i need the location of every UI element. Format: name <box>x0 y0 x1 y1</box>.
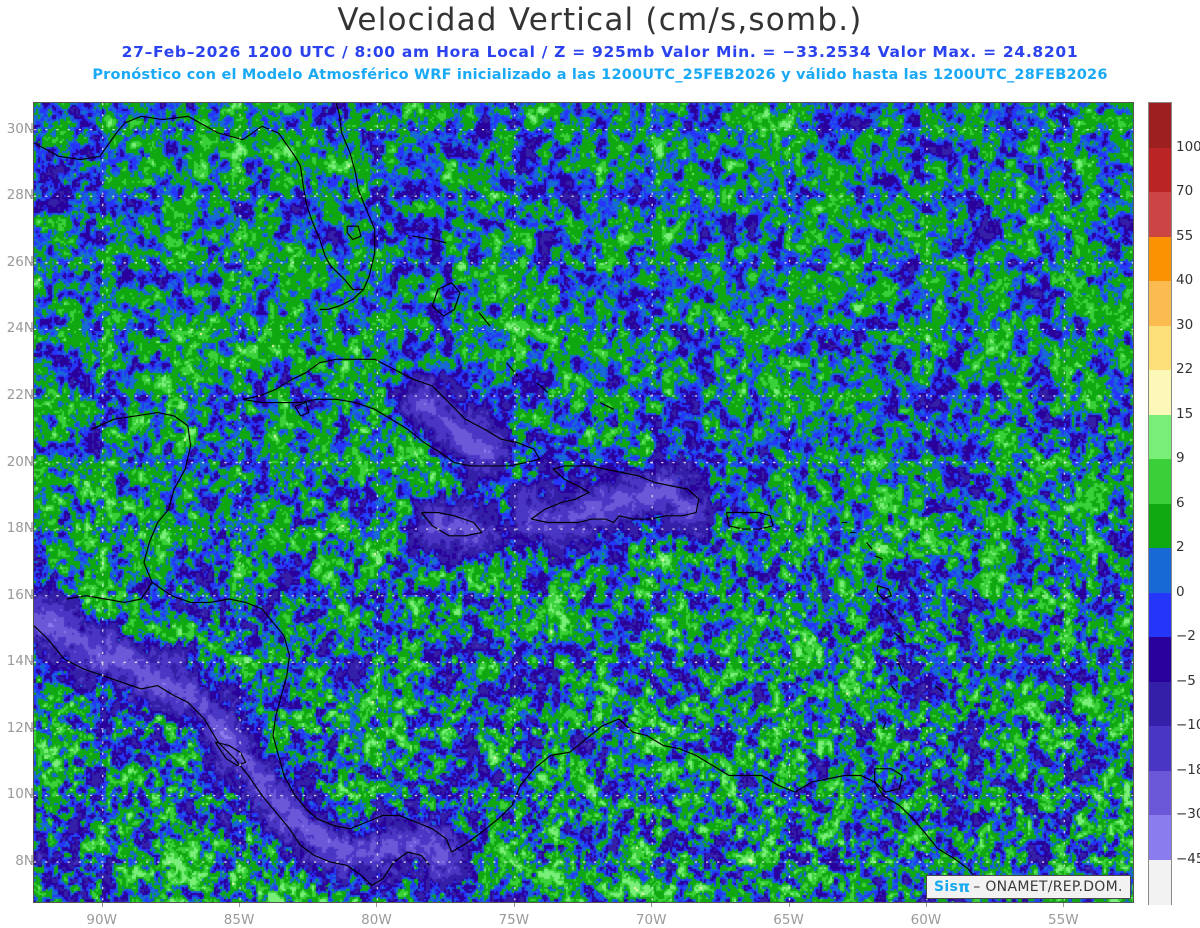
lat-tick-label: 10N <box>6 786 34 803</box>
model-run-line: Pronóstico con el Modelo Atmosférico WRF… <box>92 67 1108 83</box>
colorbar-band <box>1149 147 1171 193</box>
colorbar-tick-label: 100 <box>1176 138 1200 155</box>
colorbar-tick-label: 15 <box>1176 405 1194 422</box>
lat-tick-mark <box>29 594 33 596</box>
lat-tick-mark <box>29 661 33 663</box>
colorbar-tick-label: 2 <box>1176 539 1185 555</box>
lon-tick-label: 55W <box>1048 912 1079 928</box>
lon-tick-mark <box>651 903 653 907</box>
colorbar-tick-label: 40 <box>1176 272 1194 288</box>
colorbar-band <box>1149 815 1171 861</box>
lon-tick-label: 60W <box>910 912 942 928</box>
colorbar-band <box>1149 459 1171 505</box>
lon-tick-label: 75W <box>498 912 530 928</box>
colorbar-tick-label: 55 <box>1176 227 1194 244</box>
lat-tick-label: 8N <box>15 853 34 870</box>
lat-tick-label: 16N <box>6 586 34 603</box>
attribution-logo: Sis π – ONAMET/REP.DOM. <box>926 875 1131 899</box>
colorbar-tick-label: −30 <box>1176 806 1200 822</box>
lat-tick-mark <box>29 128 33 130</box>
lat-tick-mark <box>29 195 33 197</box>
colorbar-band <box>1149 637 1171 683</box>
lon-tick-label: 65W <box>773 912 804 928</box>
lat-tick-label: 26N <box>6 253 34 270</box>
colorbar-band <box>1149 236 1171 282</box>
lat-tick-mark <box>29 461 33 463</box>
lat-tick-label: 20N <box>6 453 34 470</box>
lon-tick-mark <box>1063 903 1065 907</box>
colorbar-band <box>1149 770 1171 816</box>
lat-tick-mark <box>29 861 33 863</box>
lat-tick-mark <box>29 528 33 530</box>
logo-org-text: – ONAMET/REP.DOM. <box>973 879 1123 895</box>
colorbar-band <box>1149 548 1171 594</box>
page-title: Velocidad Vertical (cm/s,somb.) <box>337 2 863 38</box>
colorbar-band <box>1149 859 1171 905</box>
colorbar-tick-label: 0 <box>1176 583 1185 600</box>
lat-tick-mark <box>29 794 33 796</box>
chart-header: Velocidad Vertical (cm/s,somb.) 27–Feb–2… <box>0 0 1200 96</box>
colorbar-band <box>1149 192 1171 238</box>
colorbar-band <box>1149 103 1171 149</box>
colorbar-tick-label: 70 <box>1176 183 1194 199</box>
lat-tick-label: 12N <box>6 719 34 736</box>
lat-tick-mark <box>29 328 33 330</box>
lon-tick-label: 85W <box>223 912 255 928</box>
lon-tick-label: 80W <box>361 912 392 928</box>
logo-pi-symbol: π <box>958 878 971 896</box>
lon-tick-label: 70W <box>635 912 667 928</box>
vertical-velocity-heatmap <box>34 103 1133 902</box>
colorbar-band <box>1149 370 1171 416</box>
lon-tick-mark <box>101 903 103 907</box>
colorbar-tick-label: 6 <box>1176 494 1185 511</box>
colorbar-band <box>1149 503 1171 549</box>
lat-tick-label: 22N <box>6 386 34 403</box>
colorbar-tick-label: 22 <box>1176 361 1194 377</box>
lat-tick-label: 18N <box>6 520 34 537</box>
lat-tick-label: 28N <box>6 187 34 204</box>
lon-tick-mark <box>513 903 515 907</box>
lat-tick-mark <box>29 394 33 396</box>
lat-tick-label: 14N <box>6 653 34 670</box>
colorbar-tick-label: −18 <box>1176 761 1200 778</box>
lon-tick-label: 90W <box>86 912 117 928</box>
colorbar-tick-label: −2 <box>1176 628 1196 644</box>
colorbar-band <box>1149 726 1171 772</box>
colorbar-band <box>1149 681 1171 727</box>
colorbar[interactable] <box>1148 102 1172 905</box>
lat-tick-label: 24N <box>6 320 34 337</box>
lat-tick-mark <box>29 727 33 729</box>
colorbar-tick-label: 30 <box>1176 316 1194 333</box>
colorbar-band <box>1149 281 1171 327</box>
colorbar-tick-label: −10 <box>1176 717 1200 733</box>
lon-tick-mark <box>239 903 241 907</box>
map-plot-area[interactable]: Sis π – ONAMET/REP.DOM. <box>33 102 1134 903</box>
colorbar-tick-label: 9 <box>1176 450 1185 466</box>
colorbar-band <box>1149 414 1171 460</box>
lon-tick-mark <box>376 903 378 907</box>
colorbar-band <box>1149 592 1171 638</box>
lat-tick-mark <box>29 261 33 263</box>
logo-sis-text: Sis <box>934 879 959 895</box>
colorbar-tick-label: −45 <box>1176 850 1200 867</box>
colorbar-tick-label: −5 <box>1176 672 1196 689</box>
lon-tick-mark <box>788 903 790 907</box>
forecast-info-line: 27–Feb–2026 1200 UTC / 8:00 am Hora Loca… <box>121 43 1079 61</box>
colorbar-band <box>1149 325 1171 371</box>
lat-tick-label: 30N <box>6 120 34 137</box>
lon-tick-mark <box>925 903 927 907</box>
